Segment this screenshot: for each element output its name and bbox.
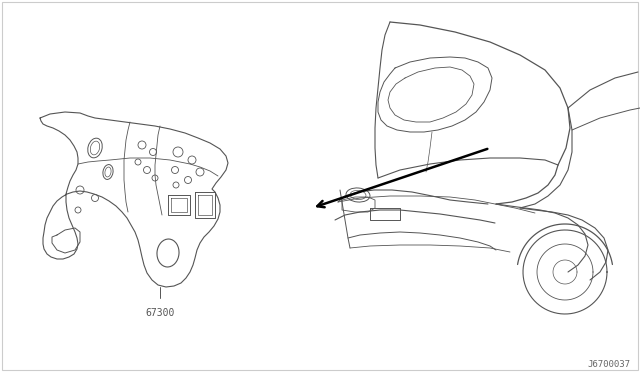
- Text: 67300: 67300: [145, 308, 175, 318]
- Text: J6700037: J6700037: [587, 360, 630, 369]
